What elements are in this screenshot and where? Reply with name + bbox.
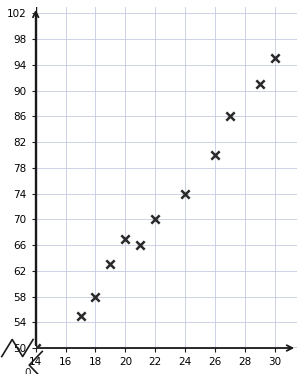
Text: 0: 0: [24, 368, 30, 374]
Point: [272, 55, 277, 61]
Point: [78, 313, 83, 319]
Point: [183, 191, 188, 197]
Y-axis label: Number of ice-creams sold: Number of ice-creams sold: [0, 98, 2, 257]
Point: [212, 152, 217, 158]
Point: [123, 236, 128, 242]
Point: [257, 81, 262, 87]
Point: [227, 113, 232, 119]
Point: [153, 216, 157, 222]
Point: [138, 242, 143, 248]
Point: [108, 261, 113, 267]
Point: [93, 294, 98, 300]
Point: [33, 345, 38, 351]
